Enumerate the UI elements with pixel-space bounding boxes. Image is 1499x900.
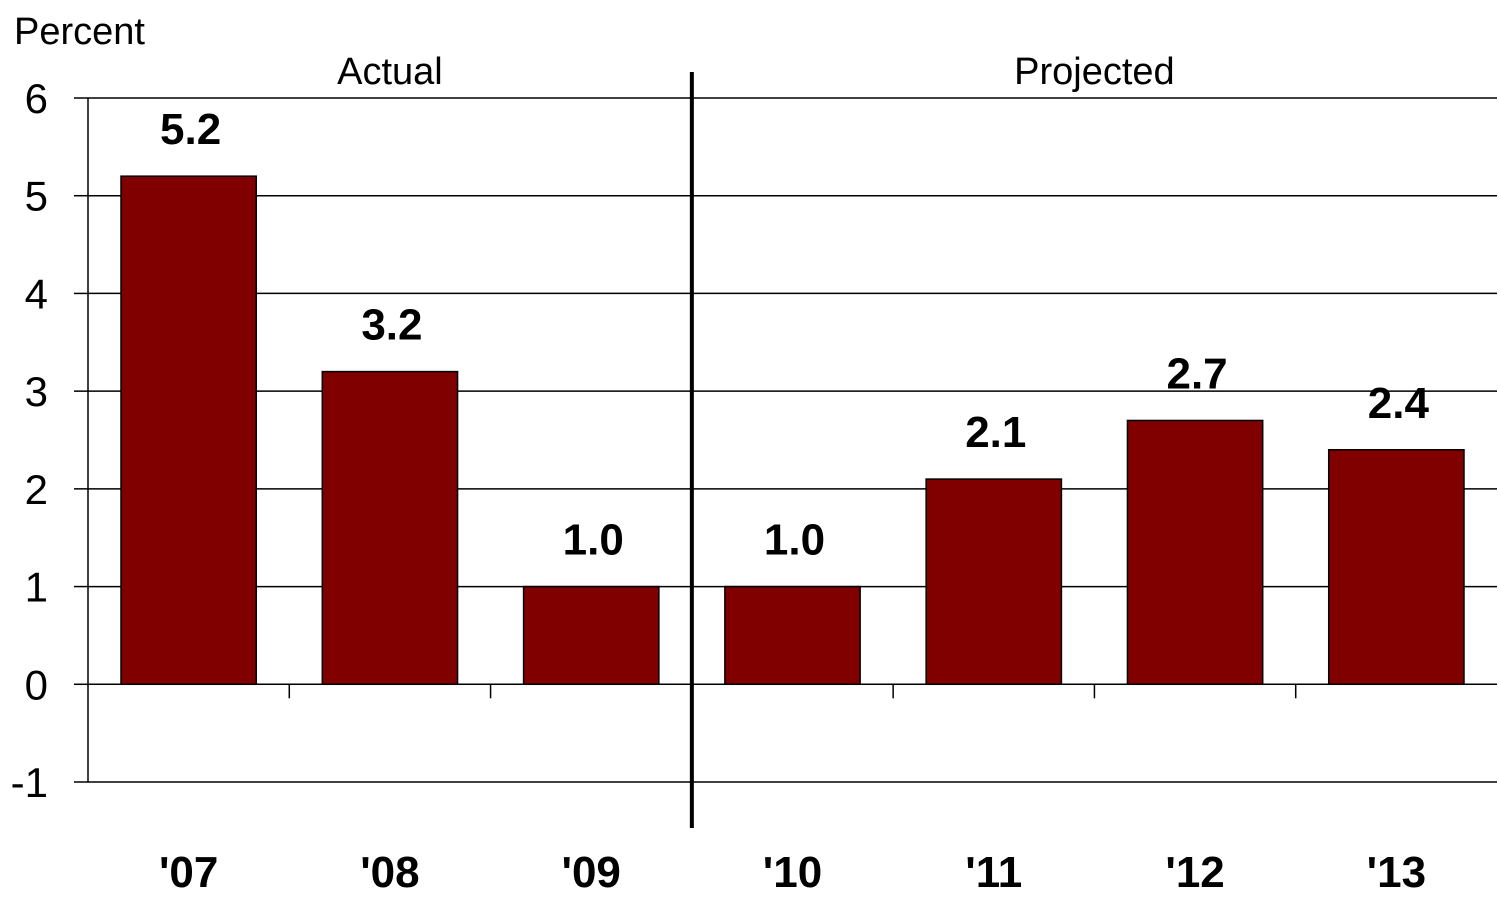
- data-label: 5.2: [160, 105, 221, 154]
- section-label: Projected: [1014, 51, 1175, 93]
- y-tick-label: -1: [11, 759, 48, 806]
- bar: [522, 585, 660, 686]
- bar: [1327, 449, 1465, 686]
- bar: [724, 585, 861, 686]
- x-tick-label: '09: [562, 848, 621, 895]
- x-tick-label: '12: [1165, 848, 1224, 895]
- y-tick-label: 5: [25, 173, 48, 220]
- y-tick-label: 1: [25, 564, 48, 611]
- x-tick-label: '07: [159, 848, 218, 895]
- y-tick-label: 3: [25, 368, 48, 415]
- x-tick-label: '13: [1367, 848, 1426, 895]
- labels: 6 5 4 3 2 1 0 -1 5.2 '07 3.2 '08 1.0 '09 1.0 '10 2.1 '11 2…: [11, 51, 1430, 897]
- y-axis-label: Percent: [14, 11, 145, 53]
- x-tick-label: '11: [965, 848, 1022, 895]
- x-tick-label: '08: [360, 848, 419, 895]
- x-tick-label: '10: [763, 848, 822, 895]
- y-tick-label: 0: [25, 661, 48, 708]
- axes: [74, 72, 1297, 828]
- data-label: 1.0: [764, 516, 825, 565]
- section-label: Actual: [337, 51, 443, 93]
- y-tick-label: 4: [25, 270, 48, 317]
- y-tick-label: 2: [25, 466, 48, 513]
- bars: [120, 175, 1465, 686]
- bar: [925, 478, 1063, 686]
- data-label: 2.4: [1368, 379, 1430, 428]
- data-label: 3.2: [361, 301, 422, 350]
- bar: [1126, 419, 1264, 686]
- data-label: 1.0: [563, 516, 624, 565]
- bar: [120, 175, 258, 686]
- data-label: 2.1: [965, 408, 1026, 457]
- data-label: 2.7: [1166, 349, 1227, 398]
- bar: [321, 370, 459, 686]
- y-tick-label: 6: [25, 75, 48, 122]
